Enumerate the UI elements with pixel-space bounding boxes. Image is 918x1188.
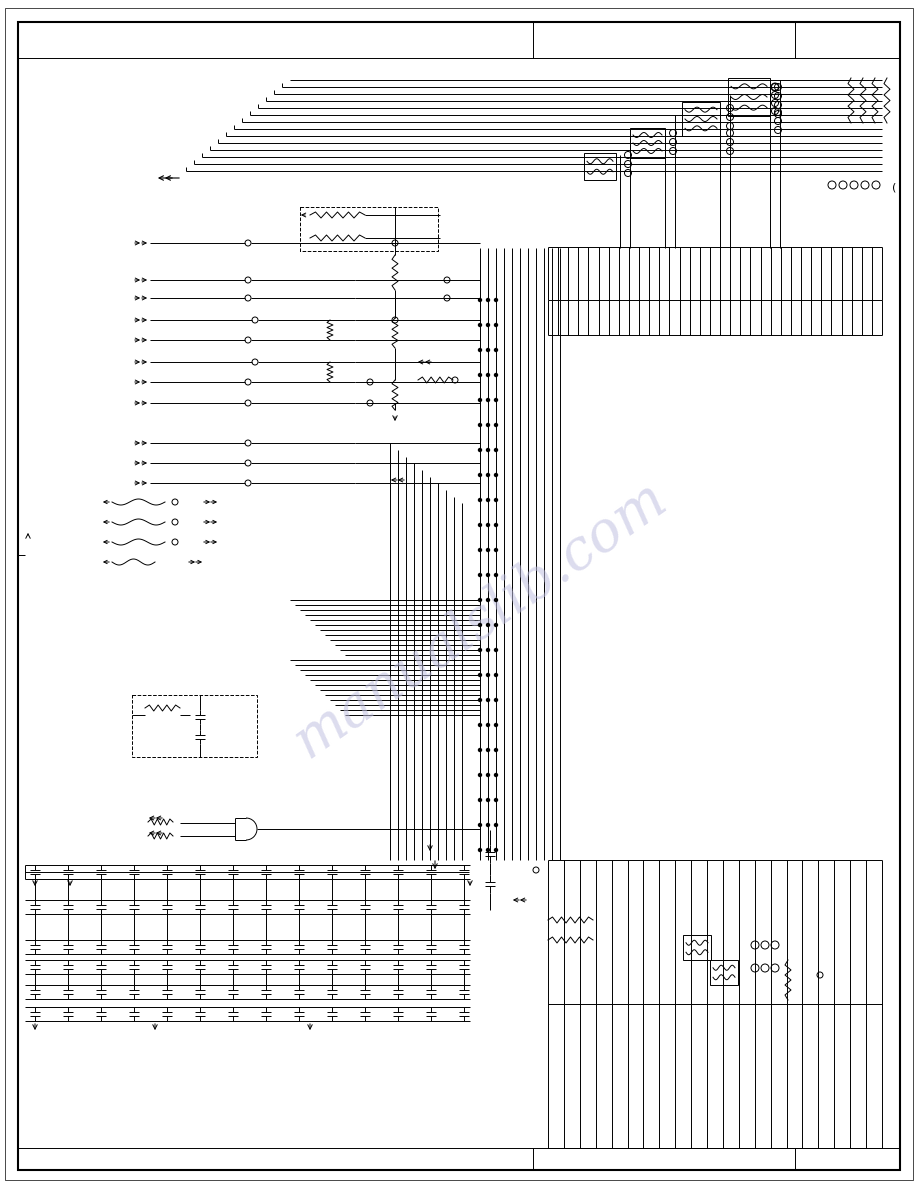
Circle shape bbox=[495, 373, 498, 377]
Circle shape bbox=[478, 373, 482, 377]
Circle shape bbox=[478, 524, 482, 526]
Circle shape bbox=[478, 423, 482, 426]
Circle shape bbox=[478, 474, 482, 476]
Bar bbox=[584, 153, 616, 181]
Circle shape bbox=[495, 798, 498, 802]
Circle shape bbox=[487, 348, 489, 352]
Circle shape bbox=[487, 398, 489, 402]
Circle shape bbox=[495, 549, 498, 551]
Circle shape bbox=[495, 398, 498, 402]
Circle shape bbox=[495, 723, 498, 727]
Circle shape bbox=[487, 474, 489, 476]
Circle shape bbox=[478, 848, 482, 852]
Circle shape bbox=[495, 848, 498, 852]
Circle shape bbox=[478, 574, 482, 576]
Circle shape bbox=[487, 298, 489, 302]
Circle shape bbox=[495, 773, 498, 777]
Circle shape bbox=[487, 423, 489, 426]
Circle shape bbox=[478, 649, 482, 651]
Circle shape bbox=[495, 574, 498, 576]
Circle shape bbox=[487, 624, 489, 626]
Circle shape bbox=[495, 624, 498, 626]
Bar bbox=[682, 102, 720, 135]
Circle shape bbox=[495, 674, 498, 676]
Circle shape bbox=[495, 699, 498, 701]
Circle shape bbox=[495, 298, 498, 302]
Circle shape bbox=[495, 449, 498, 451]
Circle shape bbox=[495, 474, 498, 476]
Circle shape bbox=[478, 549, 482, 551]
Circle shape bbox=[495, 499, 498, 501]
Circle shape bbox=[478, 499, 482, 501]
Circle shape bbox=[487, 748, 489, 752]
Circle shape bbox=[478, 773, 482, 777]
Circle shape bbox=[487, 848, 489, 852]
Circle shape bbox=[487, 599, 489, 601]
Text: (: ( bbox=[892, 183, 896, 192]
Circle shape bbox=[487, 449, 489, 451]
Circle shape bbox=[487, 499, 489, 501]
Bar bbox=[132, 695, 257, 757]
Circle shape bbox=[487, 723, 489, 727]
Text: manualslib.com: manualslib.com bbox=[283, 470, 677, 770]
Circle shape bbox=[478, 599, 482, 601]
Circle shape bbox=[495, 823, 498, 827]
Circle shape bbox=[478, 449, 482, 451]
Circle shape bbox=[487, 373, 489, 377]
Circle shape bbox=[487, 823, 489, 827]
Circle shape bbox=[495, 599, 498, 601]
Circle shape bbox=[495, 423, 498, 426]
Circle shape bbox=[487, 323, 489, 327]
Bar bbox=[683, 935, 711, 960]
Circle shape bbox=[487, 674, 489, 676]
Bar bbox=[710, 960, 738, 985]
Circle shape bbox=[478, 699, 482, 701]
Circle shape bbox=[495, 748, 498, 752]
Circle shape bbox=[478, 398, 482, 402]
Circle shape bbox=[487, 549, 489, 551]
Circle shape bbox=[478, 798, 482, 802]
Circle shape bbox=[495, 524, 498, 526]
Bar bbox=[728, 78, 770, 116]
Circle shape bbox=[487, 524, 489, 526]
Circle shape bbox=[495, 323, 498, 327]
Circle shape bbox=[487, 798, 489, 802]
Bar bbox=[300, 207, 438, 251]
Circle shape bbox=[478, 674, 482, 676]
Circle shape bbox=[478, 348, 482, 352]
Circle shape bbox=[478, 723, 482, 727]
Circle shape bbox=[487, 649, 489, 651]
Circle shape bbox=[478, 298, 482, 302]
Bar bbox=[630, 128, 665, 158]
Circle shape bbox=[487, 574, 489, 576]
Circle shape bbox=[478, 624, 482, 626]
Circle shape bbox=[487, 699, 489, 701]
Circle shape bbox=[478, 823, 482, 827]
Circle shape bbox=[478, 323, 482, 327]
Circle shape bbox=[487, 773, 489, 777]
Circle shape bbox=[478, 748, 482, 752]
Circle shape bbox=[495, 649, 498, 651]
Circle shape bbox=[495, 348, 498, 352]
